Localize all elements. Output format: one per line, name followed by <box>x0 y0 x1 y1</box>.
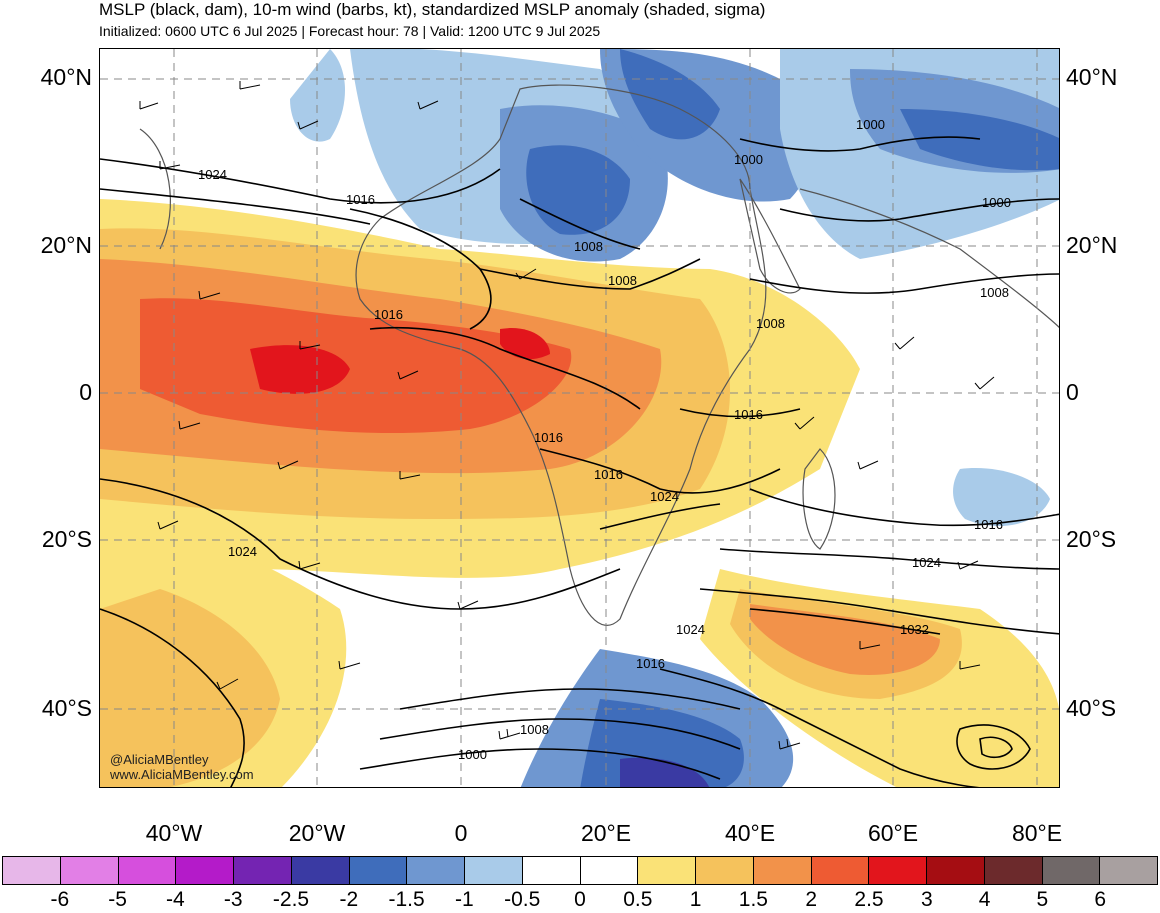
isobar-label: 1008 <box>608 273 637 288</box>
colorbar-tick-label: -0.5 <box>504 888 541 911</box>
isobar-label: 1000 <box>734 152 763 167</box>
colorbar-swatch <box>580 857 639 884</box>
colorbar-tick-label: 3 <box>920 888 933 911</box>
colorbar-tick-label: 5 <box>1036 888 1049 911</box>
watermark-handle: @AliciaMBentley <box>110 752 209 767</box>
colorbar-swatch <box>811 857 870 884</box>
isobar-label: 1016 <box>636 656 665 671</box>
colorbar-swatch <box>638 857 696 884</box>
colorbar-tick-label: -1.5 <box>388 888 425 911</box>
isobar-label: 1024 <box>676 622 705 637</box>
isobar-label: 1000 <box>982 195 1011 210</box>
lat-label-eq-right: 0 <box>1066 379 1079 405</box>
colorbar-swatch <box>60 857 119 884</box>
colorbar-tick-label: -2.5 <box>272 888 310 911</box>
colorbar-tick-label: 1.5 <box>738 888 768 911</box>
isobar-label: 1024 <box>198 167 227 182</box>
isobar-label: 1000 <box>458 747 487 762</box>
lat-label-40s-left: 40°S <box>41 695 92 721</box>
colorbar-tick-label: 0 <box>574 888 586 911</box>
colorbar-swatch <box>696 857 754 884</box>
lat-label-20n-right: 20°N <box>1066 232 1118 258</box>
colorbar-tick-label: 4 <box>978 888 991 911</box>
isobar-label: 1008 <box>574 239 603 254</box>
isobar-labels: 1024 1016 1008 1008 1016 1016 1016 1016 … <box>198 117 1011 762</box>
lon-label-0: 0 <box>454 820 468 846</box>
isobar-label: 1024 <box>228 544 257 559</box>
isobar-label: 1016 <box>974 517 1003 532</box>
lon-label-60e: 60°E <box>867 820 919 846</box>
isobar-label: 1016 <box>734 407 763 422</box>
map-panel: 1024 1016 1008 1008 1016 1016 1016 1016 … <box>99 48 1060 788</box>
lat-label-40s-right: 40°S <box>1066 695 1117 721</box>
colorbar-tick-label: 2.5 <box>854 888 884 911</box>
lat-label-40n-right: 40°N <box>1066 64 1118 90</box>
colorbar-tick-label: 1 <box>689 888 702 911</box>
colorbar <box>2 856 1158 885</box>
chart-subtitle: Initialized: 0600 UTC 6 Jul 2025 | Forec… <box>99 23 601 39</box>
lat-label-20s-left: 20°S <box>41 526 92 552</box>
isobar-label: 1024 <box>650 489 679 504</box>
wind-barbs <box>139 81 995 750</box>
colorbar-swatch <box>465 857 523 884</box>
lon-label-20e: 20°E <box>580 820 632 846</box>
lat-label-20s-right: 20°S <box>1066 526 1117 552</box>
colorbar-tick-label: -6 <box>50 888 70 911</box>
isobar-label: 1008 <box>980 285 1009 300</box>
isobar-label: 1024 <box>912 555 941 570</box>
anomaly-shading <box>100 49 1059 787</box>
colorbar-swatch <box>291 857 350 884</box>
lon-label-40e: 40°E <box>724 820 776 846</box>
colorbar-swatch <box>927 857 985 884</box>
isobar-label: 1016 <box>374 307 403 322</box>
colorbar-swatch <box>869 857 927 884</box>
colorbar-tick-label: -1 <box>455 888 474 911</box>
isobar-label: 1000 <box>856 117 885 132</box>
colorbar-tick-label: 2 <box>805 888 818 911</box>
map-svg: 1024 1016 1008 1008 1016 1016 1016 1016 … <box>100 49 1059 787</box>
lon-label-40w: 40°W <box>145 820 203 846</box>
colorbar-swatch <box>176 857 234 884</box>
chart-title: MSLP (black, dam), 10-m wind (barbs, kt)… <box>99 0 766 19</box>
graticule <box>100 49 1059 787</box>
lat-label-eq-left: 0 <box>79 379 92 405</box>
isobar-label: 1016 <box>346 192 375 207</box>
colorbar-swatch <box>3 857 61 884</box>
colorbar-swatch <box>984 857 1043 884</box>
isobar-label: 1008 <box>756 316 785 331</box>
colorbar-tick-label: 6 <box>1094 888 1107 911</box>
colorbar-swatch <box>349 857 408 884</box>
lat-label-40n-left: 40°N <box>40 64 92 90</box>
colorbar-tick-label: 0.5 <box>623 888 653 911</box>
isobar-label: 1016 <box>534 430 563 445</box>
colorbar-swatch <box>753 857 812 884</box>
colorbar-swatch <box>407 857 465 884</box>
lat-label-20n-left: 20°N <box>40 232 92 258</box>
lon-label-20w: 20°W <box>288 820 346 846</box>
isobar-label: 1016 <box>594 467 623 482</box>
colorbar-tick-label: -4 <box>166 888 185 911</box>
colorbar-swatch <box>1100 857 1157 884</box>
colorbar-swatch <box>118 857 177 884</box>
land-outlines <box>139 84 1059 626</box>
isobar-label: 1008 <box>520 722 549 737</box>
colorbar-tick-label: -5 <box>108 888 127 911</box>
colorbar-tick-label: -2 <box>339 888 359 911</box>
colorbar-tick-label: -3 <box>223 888 243 911</box>
colorbar-swatch <box>522 857 581 884</box>
isobar-label: 1032 <box>900 622 929 637</box>
colorbar-swatch <box>1042 857 1101 884</box>
colorbar-swatch <box>234 857 292 884</box>
watermark-website: www.AliciaMBentley.com <box>110 767 254 782</box>
lon-label-80e: 80°E <box>1011 820 1063 846</box>
